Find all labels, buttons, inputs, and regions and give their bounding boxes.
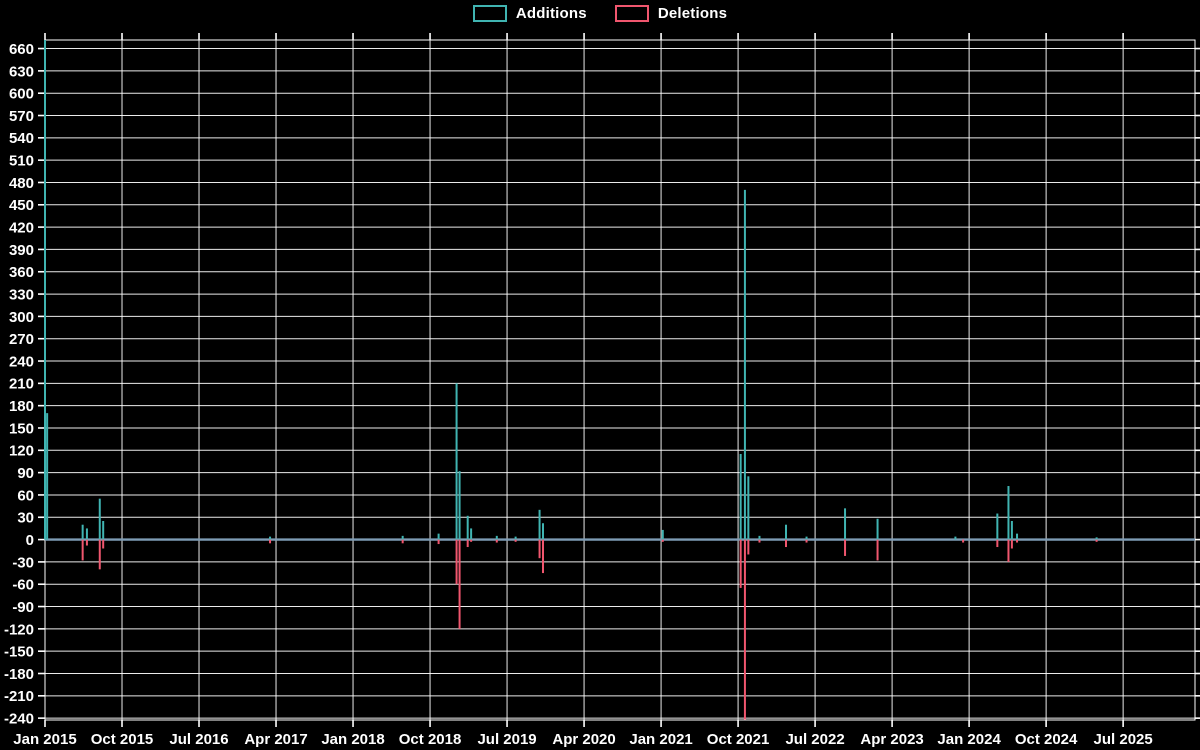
legend-label-deletions: Deletions [657, 5, 728, 22]
y-tick-label: 570 [9, 108, 34, 125]
x-tick-label: Jan 2024 [937, 731, 1001, 748]
series-additions [44, 40, 1098, 540]
y-tick-label: 90 [17, 465, 34, 482]
y-tick-label: 420 [9, 220, 34, 237]
y-tick-label: 390 [9, 242, 34, 259]
x-tick-label: Oct 2018 [399, 731, 462, 748]
y-tick-label: 180 [9, 398, 34, 415]
y-tick-label: -90 [12, 599, 34, 616]
x-tick-label: Oct 2024 [1015, 731, 1078, 748]
y-tick-label: 270 [9, 331, 34, 348]
y-tick-label: 150 [9, 420, 34, 437]
y-tick-label: -150 [4, 644, 34, 661]
y-tick-label: 450 [9, 197, 34, 214]
x-tick-label: Jul 2025 [1094, 731, 1153, 748]
legend: Additions Deletions [0, 5, 1200, 22]
legend-item-additions[interactable]: Additions [472, 5, 587, 22]
y-tick-label: -120 [4, 621, 34, 638]
x-tick-label: Apr 2023 [860, 731, 923, 748]
axis-ticks [38, 33, 1200, 727]
y-tick-label: -30 [12, 554, 34, 571]
x-tick-labels: Jan 2015 Oct 2015 Jul 2016 Apr 2017 Jan 2018… [13, 731, 1152, 748]
additions-swatch-icon [472, 5, 507, 22]
legend-item-deletions[interactable]: Deletions [614, 5, 728, 22]
x-tick-label: Apr 2017 [244, 731, 307, 748]
y-tick-label: 360 [9, 264, 34, 281]
y-tick-label: -240 [4, 711, 34, 728]
x-tick-label: Jul 2022 [785, 731, 844, 748]
y-tick-label: -210 [4, 688, 34, 705]
y-tick-label: 510 [9, 153, 34, 170]
y-tick-label: 210 [9, 376, 34, 393]
y-tick-label: 300 [9, 309, 34, 326]
x-tick-label: Jul 2016 [169, 731, 228, 748]
y-tick-label: 0 [26, 532, 34, 549]
y-tick-label: 120 [9, 443, 34, 460]
y-tick-label: -60 [12, 577, 34, 594]
x-tick-label: Jul 2019 [477, 731, 536, 748]
y-tick-label: 330 [9, 286, 34, 303]
x-tick-label: Jan 2018 [321, 731, 384, 748]
series-deletions [81, 539, 1098, 720]
deletions-swatch-icon [614, 5, 649, 22]
y-tick-labels: 6606306005705405104804504203903603303002… [4, 41, 34, 728]
y-tick-label: 600 [9, 86, 34, 103]
y-tick-label: 240 [9, 353, 34, 370]
y-tick-label: 30 [17, 510, 34, 527]
x-tick-label: Jan 2015 [13, 731, 76, 748]
y-tick-label: 630 [9, 63, 34, 80]
y-tick-label: 660 [9, 41, 34, 58]
x-tick-label: Apr 2020 [552, 731, 615, 748]
y-tick-label: 540 [9, 130, 34, 147]
y-tick-label: -180 [4, 666, 34, 683]
x-tick-label: Oct 2015 [91, 731, 154, 748]
legend-label-additions: Additions [515, 5, 587, 22]
x-tick-label: Oct 2021 [707, 731, 770, 748]
y-tick-label: 60 [17, 487, 34, 504]
y-tick-label: 480 [9, 175, 34, 192]
x-tick-label: Jan 2021 [629, 731, 692, 748]
